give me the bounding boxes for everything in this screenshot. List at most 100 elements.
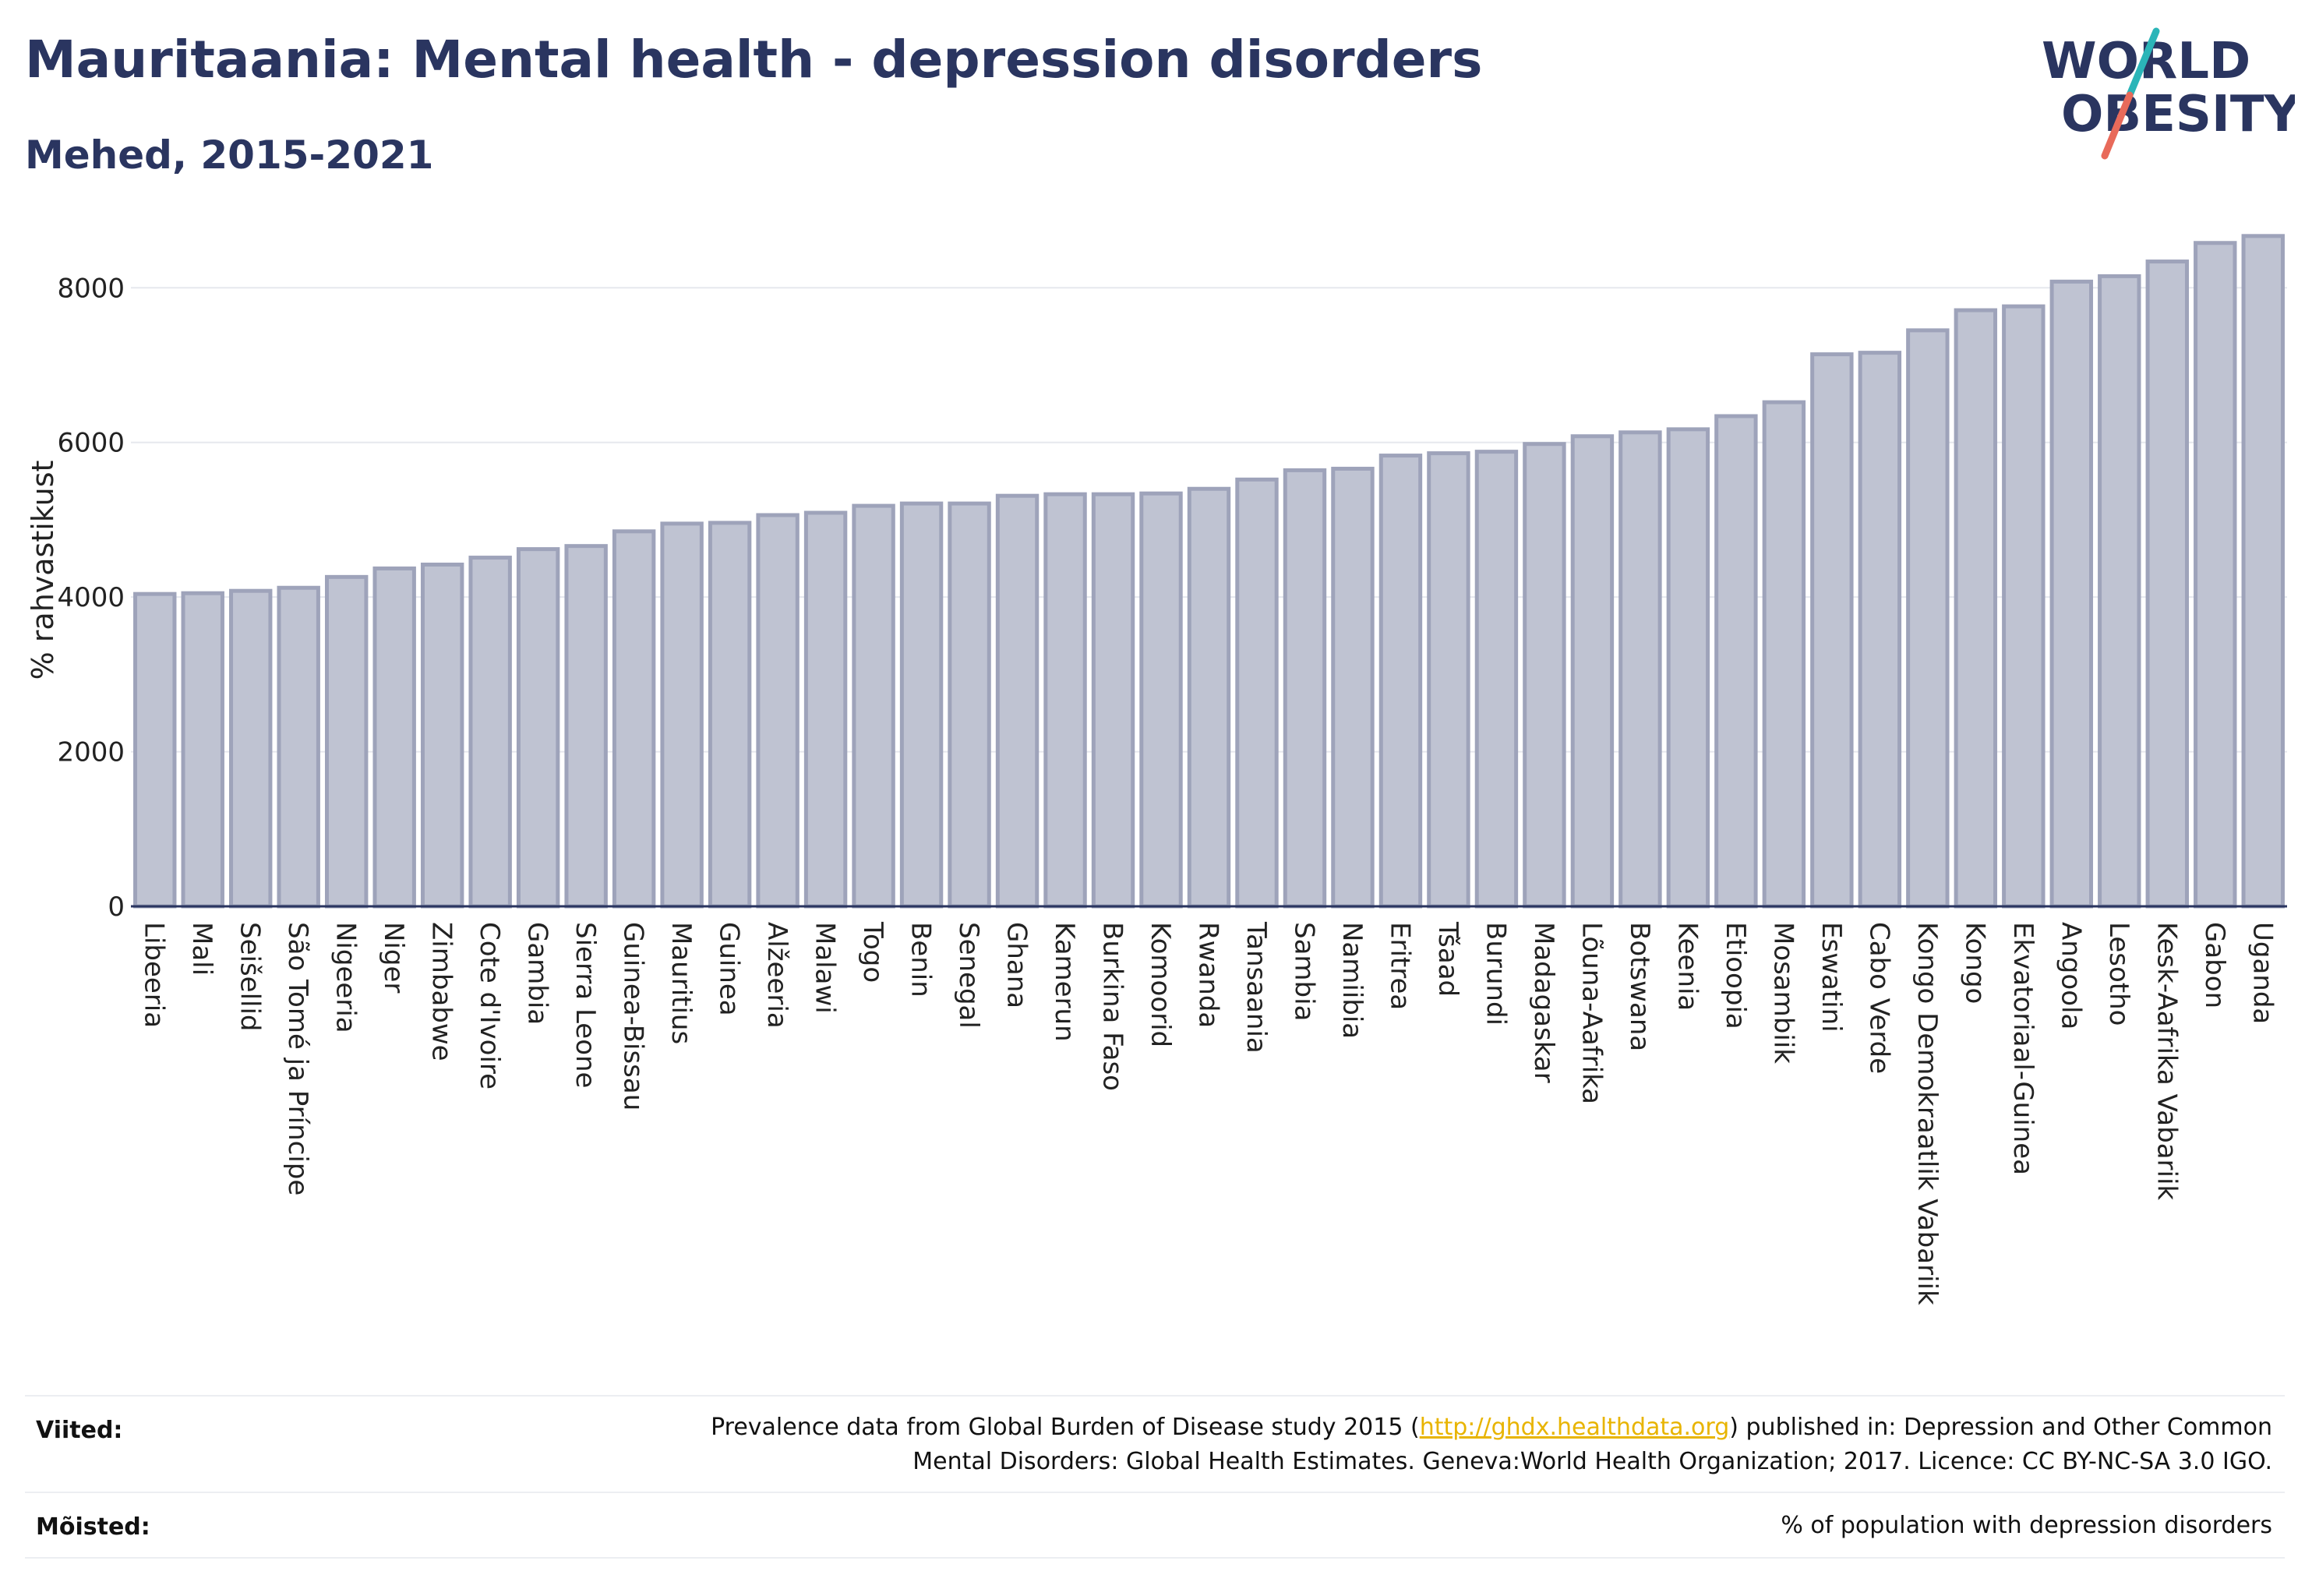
x-category-label: Uganda — [2247, 922, 2278, 1024]
bar — [1954, 308, 1998, 909]
bar — [1618, 430, 1662, 909]
bar — [1091, 492, 1135, 909]
sources-label: Viited: — [36, 1417, 123, 1444]
chart-subtitle: Mehed, 2015-2021 — [25, 132, 434, 178]
bar — [420, 562, 464, 909]
sources-text: Prevalence data from Global Burden of Di… — [711, 1411, 2272, 1479]
sources-line-1: Prevalence data from Global Burden of Di… — [711, 1414, 2272, 1441]
x-category-label: Cabo Verde — [1863, 922, 1894, 1074]
x-category-label: Tšaad — [1432, 921, 1463, 997]
x-category-label: Botswana — [1624, 922, 1655, 1051]
y-tick-label: 6000 — [57, 428, 125, 459]
x-category-label: Benin — [905, 922, 937, 998]
x-category-label: Kongo Demokraatlik Vabariik — [1911, 922, 1943, 1305]
footer-divider-middle — [25, 1492, 2285, 1493]
bar — [995, 493, 1040, 909]
bar — [1523, 442, 1566, 909]
x-category-label: Namiibia — [1336, 922, 1368, 1039]
footer-divider-top — [25, 1395, 2285, 1396]
sources-link[interactable]: http://ghdx.healthdata.org — [1419, 1414, 1730, 1441]
bar — [372, 566, 416, 909]
bar — [1858, 351, 1902, 909]
x-category-label: Kongo — [1959, 922, 1990, 1004]
x-category-label: Tansaania — [1241, 921, 1272, 1054]
bar — [1187, 486, 1231, 909]
x-category-label: Eswatini — [1816, 922, 1847, 1033]
bar — [2098, 274, 2141, 909]
x-category-label: Komoorid — [1145, 922, 1176, 1047]
bar — [2145, 260, 2189, 909]
bar — [229, 588, 273, 909]
sources-line-2: Mental Disorders: Global Health Estimate… — [912, 1448, 2272, 1475]
bar — [1283, 468, 1327, 909]
x-category-label: Kamerun — [1049, 922, 1080, 1042]
x-category-label: Ekvatoriaal-Guinea — [2007, 922, 2038, 1175]
x-category-label: Madagaskar — [1528, 922, 1559, 1083]
bar — [1235, 477, 1279, 909]
bar — [181, 591, 224, 909]
bar-chart: 0 2000 4000 6000 8000 Libeeria Mali Seišellid S… — [26, 234, 2287, 1305]
x-category-label: Keenia — [1671, 922, 1703, 1011]
y-tick-label: 8000 — [57, 273, 125, 304]
bar — [324, 574, 369, 909]
x-category-label: Gabon — [2199, 922, 2230, 1008]
bar — [948, 501, 991, 909]
x-category-label: Ghana — [1001, 922, 1032, 1008]
bar — [1139, 491, 1183, 909]
bar — [564, 544, 608, 909]
bar — [468, 556, 512, 909]
bar — [1714, 414, 1758, 909]
bar — [803, 510, 848, 909]
bar — [756, 513, 800, 909]
bar — [2002, 304, 2046, 909]
x-category-label: Alžeeria — [761, 922, 792, 1029]
x-category-label: Mali — [186, 922, 217, 976]
bar — [1762, 400, 1806, 909]
bar — [1810, 352, 1854, 909]
bar — [660, 521, 704, 909]
x-category-label: Zimbabwe — [426, 922, 457, 1061]
x-category-label: Libeeria — [139, 922, 170, 1028]
bar — [2049, 279, 2094, 909]
bar — [1474, 450, 1519, 909]
bar — [2241, 234, 2285, 909]
x-category-label: Togo — [857, 921, 888, 983]
bar — [612, 529, 656, 909]
x-category-label: Angoola — [2055, 922, 2086, 1029]
x-category-label: Senegal — [953, 922, 984, 1029]
x-category-label: Seišellid — [235, 922, 266, 1032]
y-tick-label: 4000 — [57, 582, 125, 613]
x-category-label: Lõuna-Aafrika — [1576, 922, 1607, 1104]
bar — [1043, 492, 1087, 909]
bar — [1570, 434, 1615, 909]
bars — [133, 234, 2285, 909]
definitions-text: % of population with depression disorder… — [1781, 1512, 2272, 1539]
bar — [1331, 466, 1375, 909]
x-category-label: Mosambiik — [1767, 922, 1798, 1064]
bar — [1666, 427, 1710, 909]
x-category-label: Eritrea — [1384, 922, 1415, 1010]
x-category-label: Lesotho — [2103, 922, 2134, 1026]
x-category-label: Rwanda — [1193, 922, 1224, 1028]
bar — [1427, 451, 1470, 909]
x-category-label: Guinea-Bissau — [618, 922, 649, 1110]
bar — [852, 503, 895, 909]
bar — [899, 501, 944, 909]
world-obesity-logo: WORLD OBESITY — [2042, 27, 2295, 160]
x-category-label: Nigeeria — [330, 922, 362, 1033]
definitions-label: Mõisted: — [36, 1513, 150, 1541]
x-category-label: Niger — [378, 922, 409, 993]
x-category-label: Guinea — [714, 922, 745, 1016]
x-category-label: Sambia — [1288, 922, 1319, 1021]
x-category-label: Burkina Faso — [1097, 922, 1128, 1091]
x-category-label: Sierra Leone — [570, 922, 601, 1088]
bar — [516, 547, 560, 909]
x-category-label: Etioopia — [1720, 922, 1751, 1029]
bar — [277, 585, 320, 909]
y-tick-label: 2000 — [57, 737, 125, 768]
x-category-label: Malawi — [810, 922, 841, 1014]
x-category-label: Mauritius — [665, 922, 697, 1044]
bar — [1906, 328, 1950, 909]
x-category-label: Kesk-Aafrika Vabariik — [2151, 922, 2182, 1200]
x-axis-categories: Libeeria Mali Seišellid São Tomé ja Príncip… — [139, 921, 2279, 1305]
